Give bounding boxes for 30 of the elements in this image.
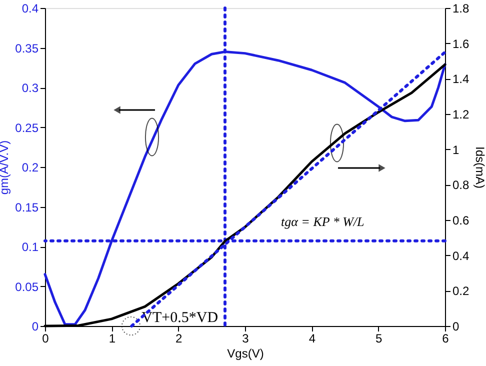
y2-tick-label: 1.8 [452,2,470,16]
y-tick-label: 0.05 [15,280,39,294]
y2-axis-title: Ids(mA) [473,146,486,189]
x-tick-label: 3 [242,332,250,346]
y-tick-label: 0.4 [22,2,39,16]
y2-tick-label: 0.2 [452,284,470,298]
y2-tick-label: 0 [452,320,460,334]
y-tick-label: 0.1 [22,240,39,254]
y-tick-label: 0.35 [15,41,39,56]
x-tick-label: 0 [42,332,50,346]
y2-tick-label: 0.4 [452,248,470,263]
x-axis-title: Vgs(V) [227,346,264,360]
y2-tick-label: 0.6 [452,214,470,228]
x-tick-label: 4 [308,332,316,346]
annotation: tgα = KP * W/L [281,214,364,229]
y-tick-label: 0 [32,320,39,334]
y2-tick-label: 1 [452,142,460,157]
y-tick-label: 0.25 [15,120,39,135]
x-tick-label: 2 [175,332,182,346]
y-tick-label: 0.2 [22,160,39,174]
y2-tick-label: 0.8 [452,178,470,192]
y-tick-label: 0.3 [22,81,39,95]
y-tick-label: 0.15 [15,200,39,214]
y2-tick-label: 1.6 [452,36,470,51]
y2-tick-label: 1.2 [452,108,470,122]
x-tick-label: 5 [375,332,382,346]
x-tick-label: 6 [442,332,450,346]
y2-tick-label: 1.4 [452,72,470,86]
x-tick-label: 1 [108,332,116,346]
annotation: VT+0.5*VD [142,310,218,326]
